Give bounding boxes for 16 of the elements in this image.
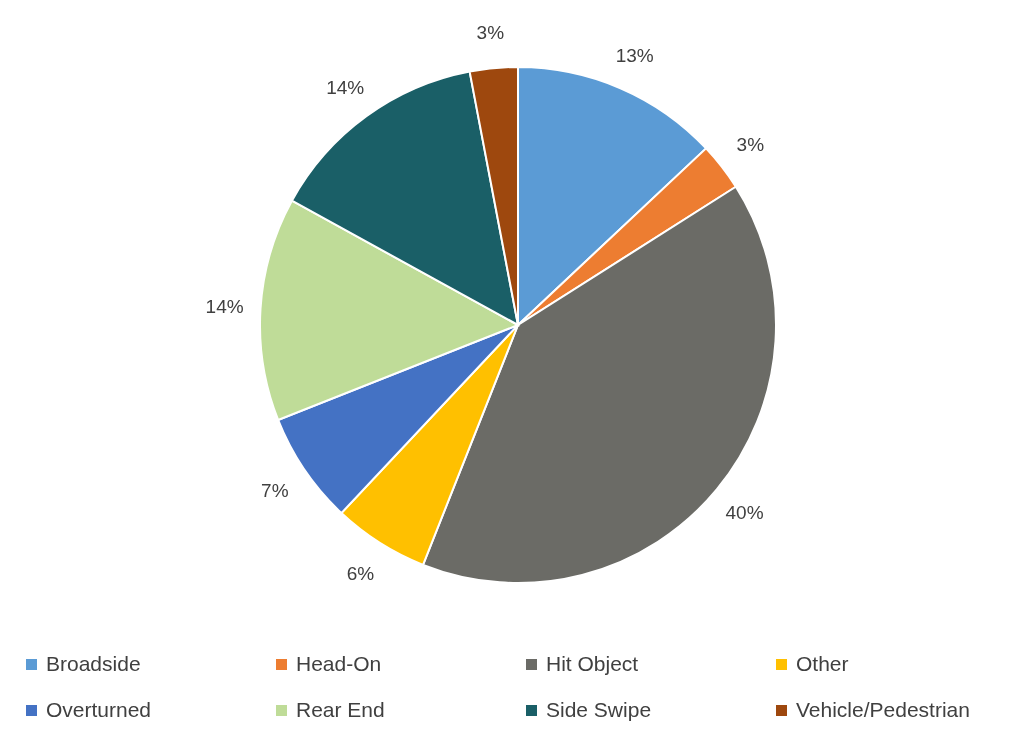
data-label: 3% bbox=[476, 21, 505, 43]
legend-label: Side Swipe bbox=[546, 698, 652, 722]
data-label: 14% bbox=[326, 76, 365, 98]
data-label: 40% bbox=[725, 501, 764, 523]
legend-label: Broadside bbox=[46, 652, 141, 676]
data-label: 7% bbox=[261, 479, 289, 501]
legend-label: Rear End bbox=[296, 698, 385, 722]
legend-label: Vehicle/Pedestrian bbox=[796, 698, 970, 722]
data-label: 3% bbox=[736, 134, 765, 156]
data-label: 13% bbox=[615, 44, 654, 66]
legend-label: Other bbox=[796, 652, 849, 676]
legend-label: Head-On bbox=[296, 652, 382, 676]
data-label: 6% bbox=[346, 562, 375, 584]
legend-label: Hit Object bbox=[546, 652, 639, 676]
data-label: 14% bbox=[205, 296, 244, 318]
legend-label: Overturned bbox=[46, 698, 152, 722]
